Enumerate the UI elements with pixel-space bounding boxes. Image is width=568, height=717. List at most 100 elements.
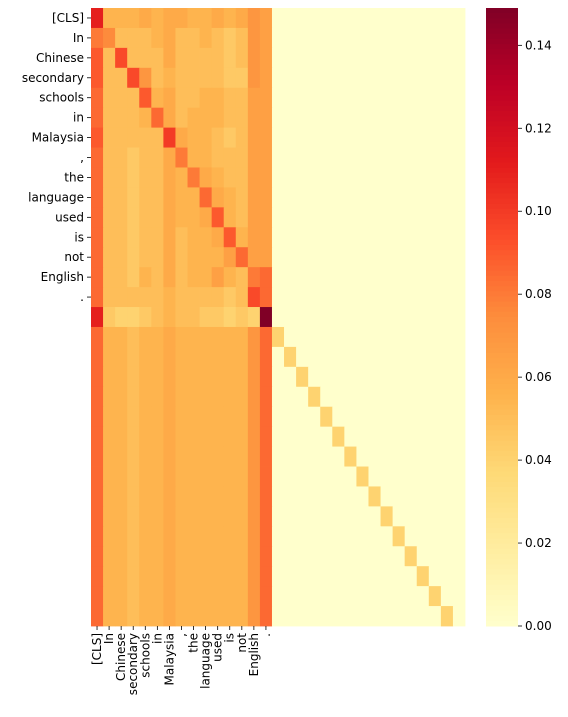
heatmap-cell <box>416 287 430 308</box>
heatmap-cell <box>151 247 164 268</box>
heatmap-cell <box>163 526 176 547</box>
heatmap-cell <box>115 406 128 428</box>
heatmap-cell <box>416 127 430 148</box>
heatmap-cell <box>127 307 140 328</box>
heatmap-cell <box>175 167 188 188</box>
colorbar-segment <box>486 136 518 143</box>
heatmap-cell <box>320 107 333 129</box>
heatmap-cell <box>223 406 237 428</box>
heatmap-cell <box>344 147 357 168</box>
heatmap-cell <box>308 147 321 168</box>
heatmap-cell <box>223 107 237 129</box>
heatmap-cell <box>199 386 213 408</box>
heatmap-cell <box>127 466 140 487</box>
heatmap-cell <box>91 466 104 487</box>
heatmap-cell <box>368 426 381 447</box>
colorbar-segment <box>486 337 518 344</box>
heatmap-cell <box>404 47 418 69</box>
heatmap-cell <box>380 187 394 208</box>
heatmap-cell <box>139 366 152 388</box>
heatmap-cell <box>115 227 128 248</box>
y-tick-label: language <box>28 190 84 204</box>
colorbar-segment <box>486 383 518 390</box>
heatmap-cell <box>223 267 237 288</box>
heatmap-cell <box>247 486 261 507</box>
heatmap-cell <box>223 466 237 487</box>
heatmap-cell <box>284 87 297 109</box>
heatmap-cell <box>127 406 140 428</box>
heatmap-cell <box>332 67 345 89</box>
heatmap-cell <box>151 406 164 428</box>
colorbar-segment <box>486 445 518 452</box>
heatmap-cell <box>320 207 333 228</box>
heatmap-cell <box>199 187 213 208</box>
colorbar-segment <box>486 610 518 617</box>
heatmap-cell <box>332 466 345 487</box>
heatmap-cell <box>115 8 128 29</box>
colorbar-segment <box>486 528 518 534</box>
heatmap-cell <box>271 606 285 627</box>
heatmap-cell <box>175 526 188 547</box>
heatmap-cell <box>199 307 213 328</box>
heatmap-cell <box>404 8 418 29</box>
heatmap-cell <box>271 566 285 587</box>
heatmap-cell <box>271 27 285 49</box>
heatmap-cell <box>103 546 116 567</box>
heatmap-cell <box>332 227 345 248</box>
heatmap-cell <box>91 486 104 507</box>
heatmap-cell <box>223 346 237 368</box>
heatmap-cell <box>271 127 285 148</box>
heatmap-cell <box>428 546 442 567</box>
colorbar-segment <box>486 239 518 246</box>
heatmap-cell <box>259 247 273 268</box>
heatmap-cell <box>344 287 357 308</box>
heatmap-cell <box>247 307 261 328</box>
heatmap-cell <box>235 586 249 607</box>
heatmap-cell <box>259 546 273 567</box>
heatmap-cell <box>163 87 176 109</box>
heatmap-cell <box>247 227 261 248</box>
heatmap-cell <box>356 386 369 408</box>
colorbar-segment <box>486 404 518 411</box>
heatmap-cell <box>187 127 200 148</box>
heatmap-cell <box>440 606 454 627</box>
heatmap-cell <box>284 187 297 208</box>
y-tick-label: is <box>74 230 84 244</box>
heatmap-cell <box>235 47 249 69</box>
heatmap-cell <box>187 526 200 547</box>
colorbar-segment <box>486 147 518 153</box>
heatmap-cell <box>139 187 152 208</box>
heatmap-cell <box>380 107 394 129</box>
heatmap-cell <box>223 307 237 328</box>
heatmap-cell <box>332 606 345 627</box>
heatmap-cell <box>296 127 309 148</box>
heatmap-cell <box>115 346 128 368</box>
heatmap-cell <box>308 486 321 507</box>
heatmap-cell <box>356 526 369 547</box>
y-tick-label: not <box>64 250 84 264</box>
heatmap-cell <box>223 167 237 188</box>
heatmap-cell <box>344 27 357 49</box>
heatmap-cell <box>91 107 104 129</box>
heatmap-cell <box>235 27 249 49</box>
heatmap-cell <box>115 506 128 527</box>
heatmap-cell <box>103 426 116 447</box>
heatmap-cell <box>115 107 128 129</box>
heatmap-cell <box>284 307 297 328</box>
heatmap-cell <box>103 346 116 368</box>
heatmap-cell <box>332 446 345 467</box>
heatmap-cell <box>199 586 213 607</box>
heatmap-cell <box>440 546 454 567</box>
heatmap-cell <box>187 386 200 408</box>
heatmap-cell <box>247 287 261 308</box>
heatmap-cell <box>127 267 140 288</box>
heatmap-cell <box>416 147 430 168</box>
heatmap-cell <box>247 167 261 188</box>
heatmap-cell <box>440 566 454 587</box>
heatmap-cell <box>235 606 249 627</box>
heatmap-cell <box>440 47 454 69</box>
heatmap-cell <box>332 47 345 69</box>
heatmap-cell <box>271 426 285 447</box>
heatmap-cell <box>187 47 200 69</box>
heatmap-cell <box>356 227 369 248</box>
